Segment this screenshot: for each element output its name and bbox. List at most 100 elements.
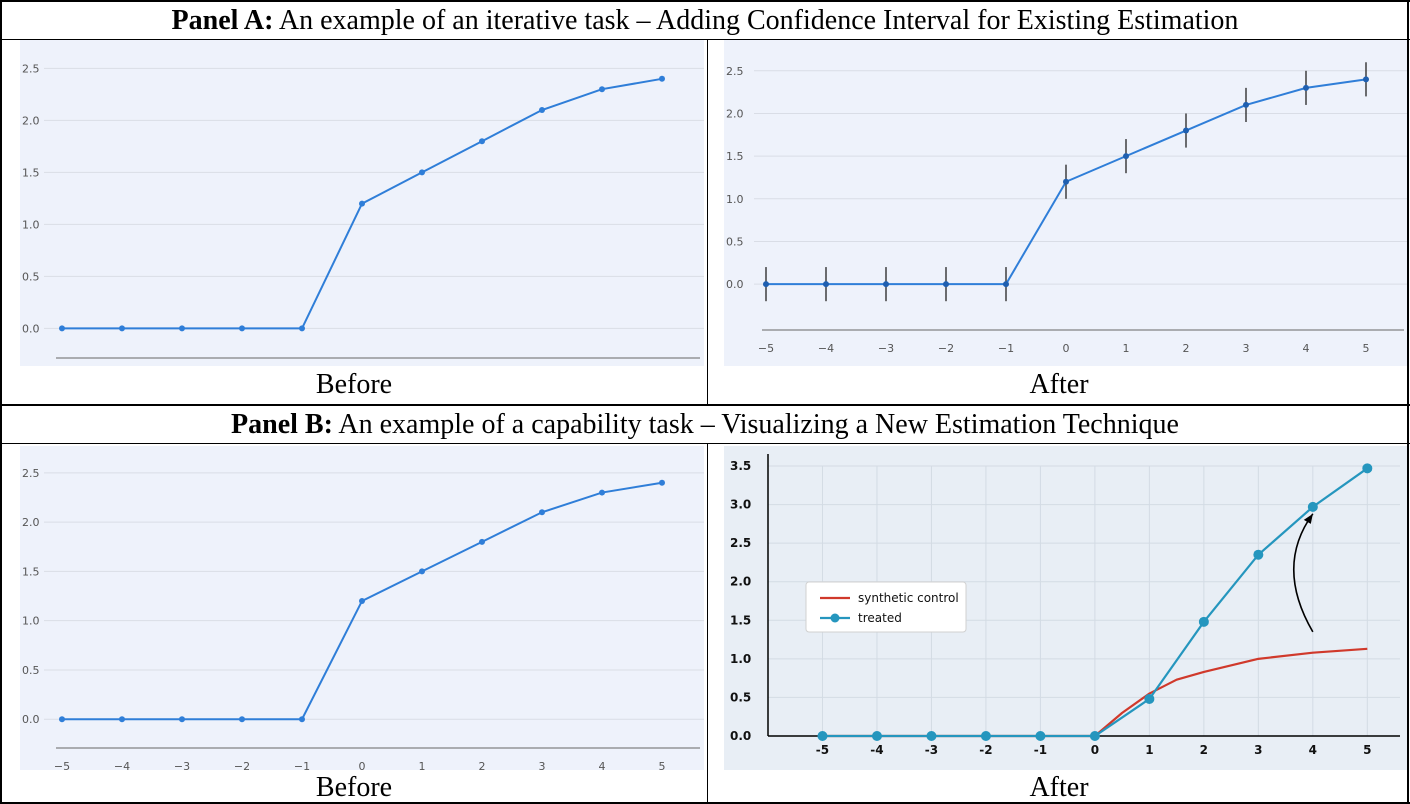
data-point xyxy=(763,281,769,288)
x-tick-label: 3 xyxy=(539,760,546,770)
x-tick-label: 4 xyxy=(1303,342,1310,355)
chart-panel-a-after: 0.0 0.5 1.0 1.5 2.0 2.5 −5 −4 −3 −2 −1 0 1 2 3 4 5 xyxy=(724,40,1408,366)
panel-b-column-divider xyxy=(707,444,708,804)
data-point xyxy=(119,325,125,332)
y-tick-label: 0.0 xyxy=(22,322,40,335)
table-border-bottom xyxy=(0,802,1410,804)
data-point xyxy=(299,325,305,332)
data-point xyxy=(359,597,365,604)
y-tick-label: 0.0 xyxy=(22,713,40,726)
treated-point xyxy=(1198,616,1209,627)
x-tick-label: 3 xyxy=(1254,743,1262,757)
x-tick-label: −5 xyxy=(54,760,70,770)
data-point xyxy=(1243,101,1249,108)
data-point xyxy=(1183,127,1189,134)
panel-b-header-rule xyxy=(0,443,1410,444)
x-tick-label: −1 xyxy=(294,760,310,770)
caption-b-before: Before xyxy=(315,772,393,803)
data-point xyxy=(59,325,65,332)
data-point xyxy=(179,325,185,332)
legend-label-synthetic: synthetic control xyxy=(858,591,959,605)
y-tick-label: 0.0 xyxy=(730,729,751,743)
y-tick-label: 2.0 xyxy=(726,107,744,120)
y-tick-label: 1.5 xyxy=(730,613,751,627)
chart-panel-b-after: 0.0 0.5 1.0 1.5 2.0 2.5 3.0 3.5 -5 -4 -3 -2 -1 0 1 2 3 4 5… xyxy=(724,446,1408,770)
y-tick-label: 2.0 xyxy=(22,114,40,127)
data-point xyxy=(599,86,605,93)
y-tick-label: 1.0 xyxy=(726,193,744,206)
treated-point xyxy=(1035,731,1046,741)
x-tick-label: 5 xyxy=(1363,342,1370,355)
legend-box xyxy=(805,581,967,633)
data-point xyxy=(659,479,665,486)
x-tick-label: −5 xyxy=(758,342,774,355)
data-point xyxy=(419,169,425,176)
x-tick-label: 0 xyxy=(1063,342,1070,355)
caption-b-after: After xyxy=(1029,772,1089,803)
caption-a-before: Before xyxy=(315,369,393,400)
y-tick-label: 1.5 xyxy=(726,150,744,163)
y-tick-label: 1.5 xyxy=(22,166,40,179)
y-tick-label: 2.0 xyxy=(22,516,40,529)
legend-label-treated: treated xyxy=(858,611,902,625)
x-tick-label: 1 xyxy=(419,760,426,770)
table-border-top xyxy=(0,0,1410,2)
data-point xyxy=(1123,153,1129,160)
x-tick-label: −2 xyxy=(234,760,250,770)
data-point xyxy=(539,107,545,113)
panel-b-title: Panel B: An example of a capability task… xyxy=(0,406,1410,444)
data-point xyxy=(1003,281,1009,288)
x-tick-label: 1 xyxy=(1123,342,1130,355)
y-tick-label: 1.5 xyxy=(22,565,40,578)
data-point xyxy=(239,716,245,723)
y-tick-label: 0.0 xyxy=(726,278,744,291)
panel-a-title: Panel A: An example of an iterative task… xyxy=(0,2,1410,40)
y-tick-label: 1.0 xyxy=(730,652,751,666)
panel-b-title-text: An example of a capability task – Visual… xyxy=(332,409,1179,440)
plot-background xyxy=(20,446,704,770)
data-point xyxy=(539,509,545,516)
x-tick-label: 2 xyxy=(479,760,486,770)
x-tick-label: -5 xyxy=(816,743,829,757)
chart-panel-b-before: 0.0 0.5 1.0 1.5 2.0 2.5 −5 −4 −3 −2 −1 0 1 2 3 4 5 xyxy=(20,446,704,770)
treated-point xyxy=(1089,731,1100,741)
data-point xyxy=(883,281,889,288)
y-tick-label: 0.5 xyxy=(730,690,751,704)
y-tick-label: 2.5 xyxy=(726,65,744,78)
data-point xyxy=(1303,84,1309,91)
y-tick-label: 0.5 xyxy=(22,664,40,677)
legend-marker-treated xyxy=(830,613,840,623)
data-point xyxy=(823,281,829,288)
treated-point xyxy=(1253,549,1264,560)
x-tick-label: 0 xyxy=(359,760,366,770)
y-tick-label: 3.0 xyxy=(730,498,751,512)
y-tick-label: 2.5 xyxy=(22,62,40,75)
data-point xyxy=(659,75,665,82)
x-tick-label: 5 xyxy=(659,760,666,770)
x-tick-label: −1 xyxy=(998,342,1014,355)
treated-point xyxy=(980,731,991,741)
y-tick-label: 2.5 xyxy=(22,467,40,480)
x-tick-label: 1 xyxy=(1145,743,1153,757)
plot-background xyxy=(724,40,1408,366)
panel-a-title-text: An example of an iterative task – Adding… xyxy=(273,5,1239,36)
treated-point xyxy=(871,731,882,741)
x-tick-label: -1 xyxy=(1034,743,1047,757)
x-tick-label: −3 xyxy=(174,760,190,770)
y-tick-label: 3.5 xyxy=(730,459,751,473)
table-border-left xyxy=(0,0,2,804)
data-point xyxy=(299,716,305,723)
x-tick-label: 3 xyxy=(1243,342,1250,355)
y-tick-label: 2.5 xyxy=(730,536,751,550)
panel-a-column-divider xyxy=(707,40,708,404)
data-point xyxy=(599,489,605,496)
x-tick-label: −2 xyxy=(938,342,954,355)
treated-point xyxy=(926,731,937,741)
data-point xyxy=(1363,76,1369,83)
data-point xyxy=(239,325,245,332)
panel-a-title-bold: Panel A: xyxy=(171,5,274,36)
x-tick-label: −4 xyxy=(818,342,834,355)
y-tick-label: 1.0 xyxy=(22,615,40,628)
x-tick-label: 4 xyxy=(1309,743,1317,757)
